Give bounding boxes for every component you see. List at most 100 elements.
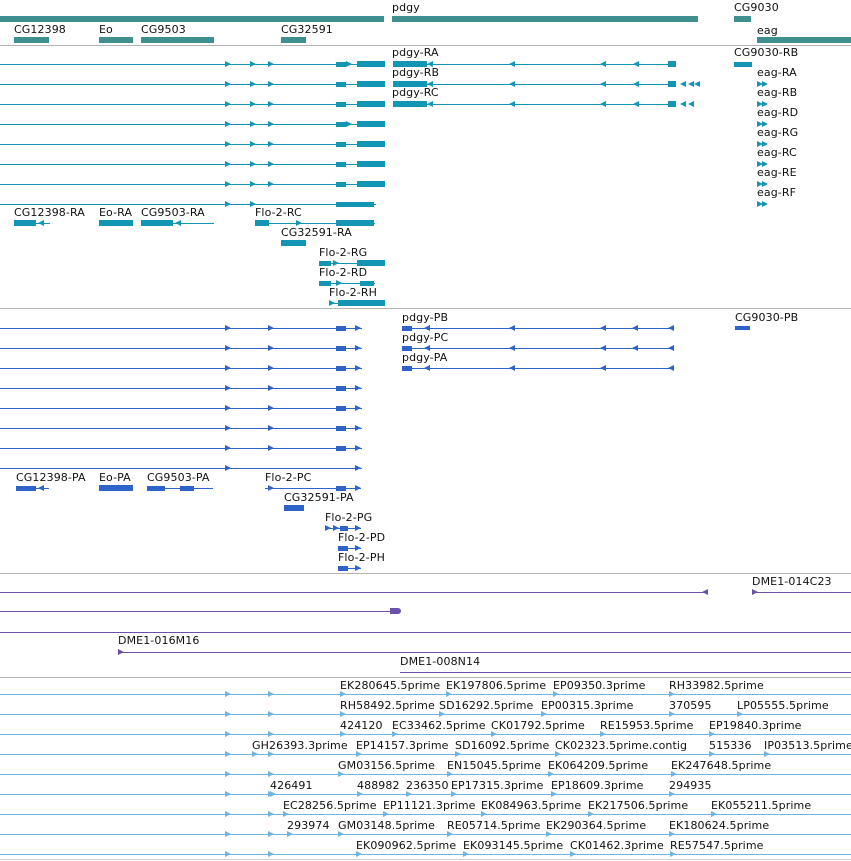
feature-line[interactable] bbox=[0, 854, 851, 855]
transcript-label[interactable]: pdgy-PC bbox=[402, 331, 449, 344]
gene-feature[interactable] bbox=[757, 37, 851, 43]
gene-label[interactable]: CG9030 bbox=[734, 1, 779, 14]
feature-line[interactable] bbox=[0, 124, 384, 125]
transcript-label[interactable]: Flo-2-RD bbox=[319, 266, 368, 279]
exon-block[interactable] bbox=[284, 505, 304, 511]
exon-block[interactable] bbox=[99, 220, 133, 226]
feature-line[interactable] bbox=[255, 223, 375, 224]
transcript-label[interactable]: CG9503-RA bbox=[141, 206, 205, 219]
est-label[interactable]: EP14157.3prime bbox=[356, 739, 449, 752]
feature-line[interactable] bbox=[338, 568, 361, 569]
transcript-label[interactable]: Eo-PA bbox=[99, 471, 131, 484]
transcript-label[interactable]: pdgy-RC bbox=[392, 86, 439, 99]
feature-line[interactable] bbox=[0, 204, 376, 205]
clone-feature[interactable] bbox=[0, 632, 851, 633]
exon-block[interactable] bbox=[668, 61, 676, 67]
est-label[interactable]: 488982 bbox=[357, 779, 400, 792]
transcript-label[interactable]: eag-RG bbox=[757, 126, 799, 139]
est-label[interactable]: GH26393.3prime bbox=[252, 739, 348, 752]
gene-feature[interactable] bbox=[281, 37, 306, 43]
exon-block[interactable] bbox=[668, 101, 676, 107]
gene-label[interactable]: CG32591 bbox=[281, 23, 333, 36]
feature-line[interactable] bbox=[402, 328, 674, 329]
exon-block[interactable] bbox=[336, 142, 346, 147]
exon-block[interactable] bbox=[357, 61, 385, 67]
feature-line[interactable] bbox=[0, 734, 851, 735]
gene-label[interactable]: Eo bbox=[99, 23, 113, 36]
feature-line[interactable] bbox=[0, 408, 362, 409]
exon-block[interactable] bbox=[180, 486, 194, 491]
feature-line[interactable] bbox=[0, 84, 384, 85]
feature-line[interactable] bbox=[0, 164, 384, 165]
est-label[interactable]: EK217506.5prime bbox=[588, 799, 689, 812]
est-label[interactable]: CK01462.3prime bbox=[570, 839, 664, 852]
est-label[interactable]: EK090962.5prime bbox=[356, 839, 457, 852]
feature-line[interactable] bbox=[0, 834, 851, 835]
exon-block[interactable] bbox=[281, 240, 306, 246]
est-label[interactable]: 236350 bbox=[406, 779, 449, 792]
feature-line[interactable] bbox=[402, 368, 674, 369]
clone-block[interactable] bbox=[390, 608, 401, 614]
clone-label[interactable]: DME1-008N14 bbox=[400, 655, 481, 668]
est-label[interactable]: GM03148.5prime bbox=[338, 819, 435, 832]
transcript-label[interactable]: CG9030-PB bbox=[735, 311, 799, 324]
exon-block[interactable] bbox=[147, 486, 165, 491]
transcript-label[interactable]: CG9030-RB bbox=[734, 46, 799, 59]
gene-feature[interactable] bbox=[0, 16, 384, 22]
feature-line[interactable] bbox=[0, 64, 384, 65]
transcript-label[interactable]: CG12398-RA bbox=[14, 206, 85, 219]
feature-line[interactable] bbox=[0, 368, 362, 369]
clone-feature[interactable] bbox=[0, 592, 706, 593]
feature-line[interactable] bbox=[0, 814, 851, 815]
est-label[interactable]: EP00315.3prime bbox=[541, 699, 634, 712]
transcript-label[interactable]: CG32591-PA bbox=[284, 491, 354, 504]
transcript-label[interactable]: pdgy-PB bbox=[402, 311, 449, 324]
exon-block[interactable] bbox=[336, 326, 346, 331]
est-label[interactable]: 293974 bbox=[287, 819, 330, 832]
exon-block[interactable] bbox=[14, 220, 36, 226]
feature-line[interactable] bbox=[402, 348, 674, 349]
exon-block[interactable] bbox=[393, 81, 427, 87]
exon-block[interactable] bbox=[357, 141, 385, 147]
est-label[interactable]: EP19840.3prime bbox=[709, 719, 802, 732]
feature-line[interactable] bbox=[0, 328, 362, 329]
clone-label[interactable]: DME1-016M16 bbox=[118, 634, 200, 647]
exon-block[interactable] bbox=[357, 81, 385, 87]
feature-line[interactable] bbox=[0, 428, 362, 429]
gene-feature[interactable] bbox=[141, 37, 214, 43]
est-label[interactable]: RE57547.5prime bbox=[670, 839, 764, 852]
gene-label[interactable]: eag bbox=[757, 24, 778, 37]
est-label[interactable]: SD16292.5prime bbox=[439, 699, 534, 712]
est-label[interactable]: RH58492.5prime bbox=[340, 699, 435, 712]
exon-block[interactable] bbox=[357, 101, 385, 107]
feature-line[interactable] bbox=[0, 714, 851, 715]
transcript-label[interactable]: eag-RB bbox=[757, 86, 798, 99]
exon-block[interactable] bbox=[336, 406, 346, 411]
exon-block[interactable] bbox=[336, 82, 346, 87]
transcript-label[interactable]: eag-RF bbox=[757, 186, 797, 199]
exon-block[interactable] bbox=[336, 102, 346, 107]
est-label[interactable]: CK01792.5prime bbox=[491, 719, 585, 732]
est-label[interactable]: 515336 bbox=[709, 739, 752, 752]
clone-feature[interactable] bbox=[118, 652, 851, 653]
exon-block[interactable] bbox=[336, 182, 346, 187]
transcript-label[interactable]: Flo-2-RC bbox=[255, 206, 302, 219]
transcript-label[interactable]: CG12398-PA bbox=[16, 471, 86, 484]
est-label[interactable]: SD16092.5prime bbox=[455, 739, 550, 752]
exon-block[interactable] bbox=[141, 220, 173, 226]
est-label[interactable]: EK064209.5prime bbox=[548, 759, 649, 772]
exon-block[interactable] bbox=[319, 281, 331, 286]
transcript-label[interactable]: eag-RC bbox=[757, 146, 797, 159]
transcript-label[interactable]: Eo-RA bbox=[99, 206, 133, 219]
feature-line[interactable] bbox=[0, 774, 851, 775]
feature-line[interactable] bbox=[393, 64, 676, 65]
exon-block[interactable] bbox=[402, 326, 412, 331]
gene-feature[interactable] bbox=[734, 16, 751, 22]
gene-label[interactable]: CG9503 bbox=[141, 23, 186, 36]
exon-block[interactable] bbox=[99, 485, 133, 491]
transcript-label[interactable]: Flo-2-RG bbox=[319, 246, 368, 259]
exon-block[interactable] bbox=[336, 162, 346, 167]
clone-feature[interactable] bbox=[752, 592, 851, 593]
exon-block[interactable] bbox=[668, 81, 676, 87]
est-label[interactable]: EP09350.3prime bbox=[553, 679, 646, 692]
